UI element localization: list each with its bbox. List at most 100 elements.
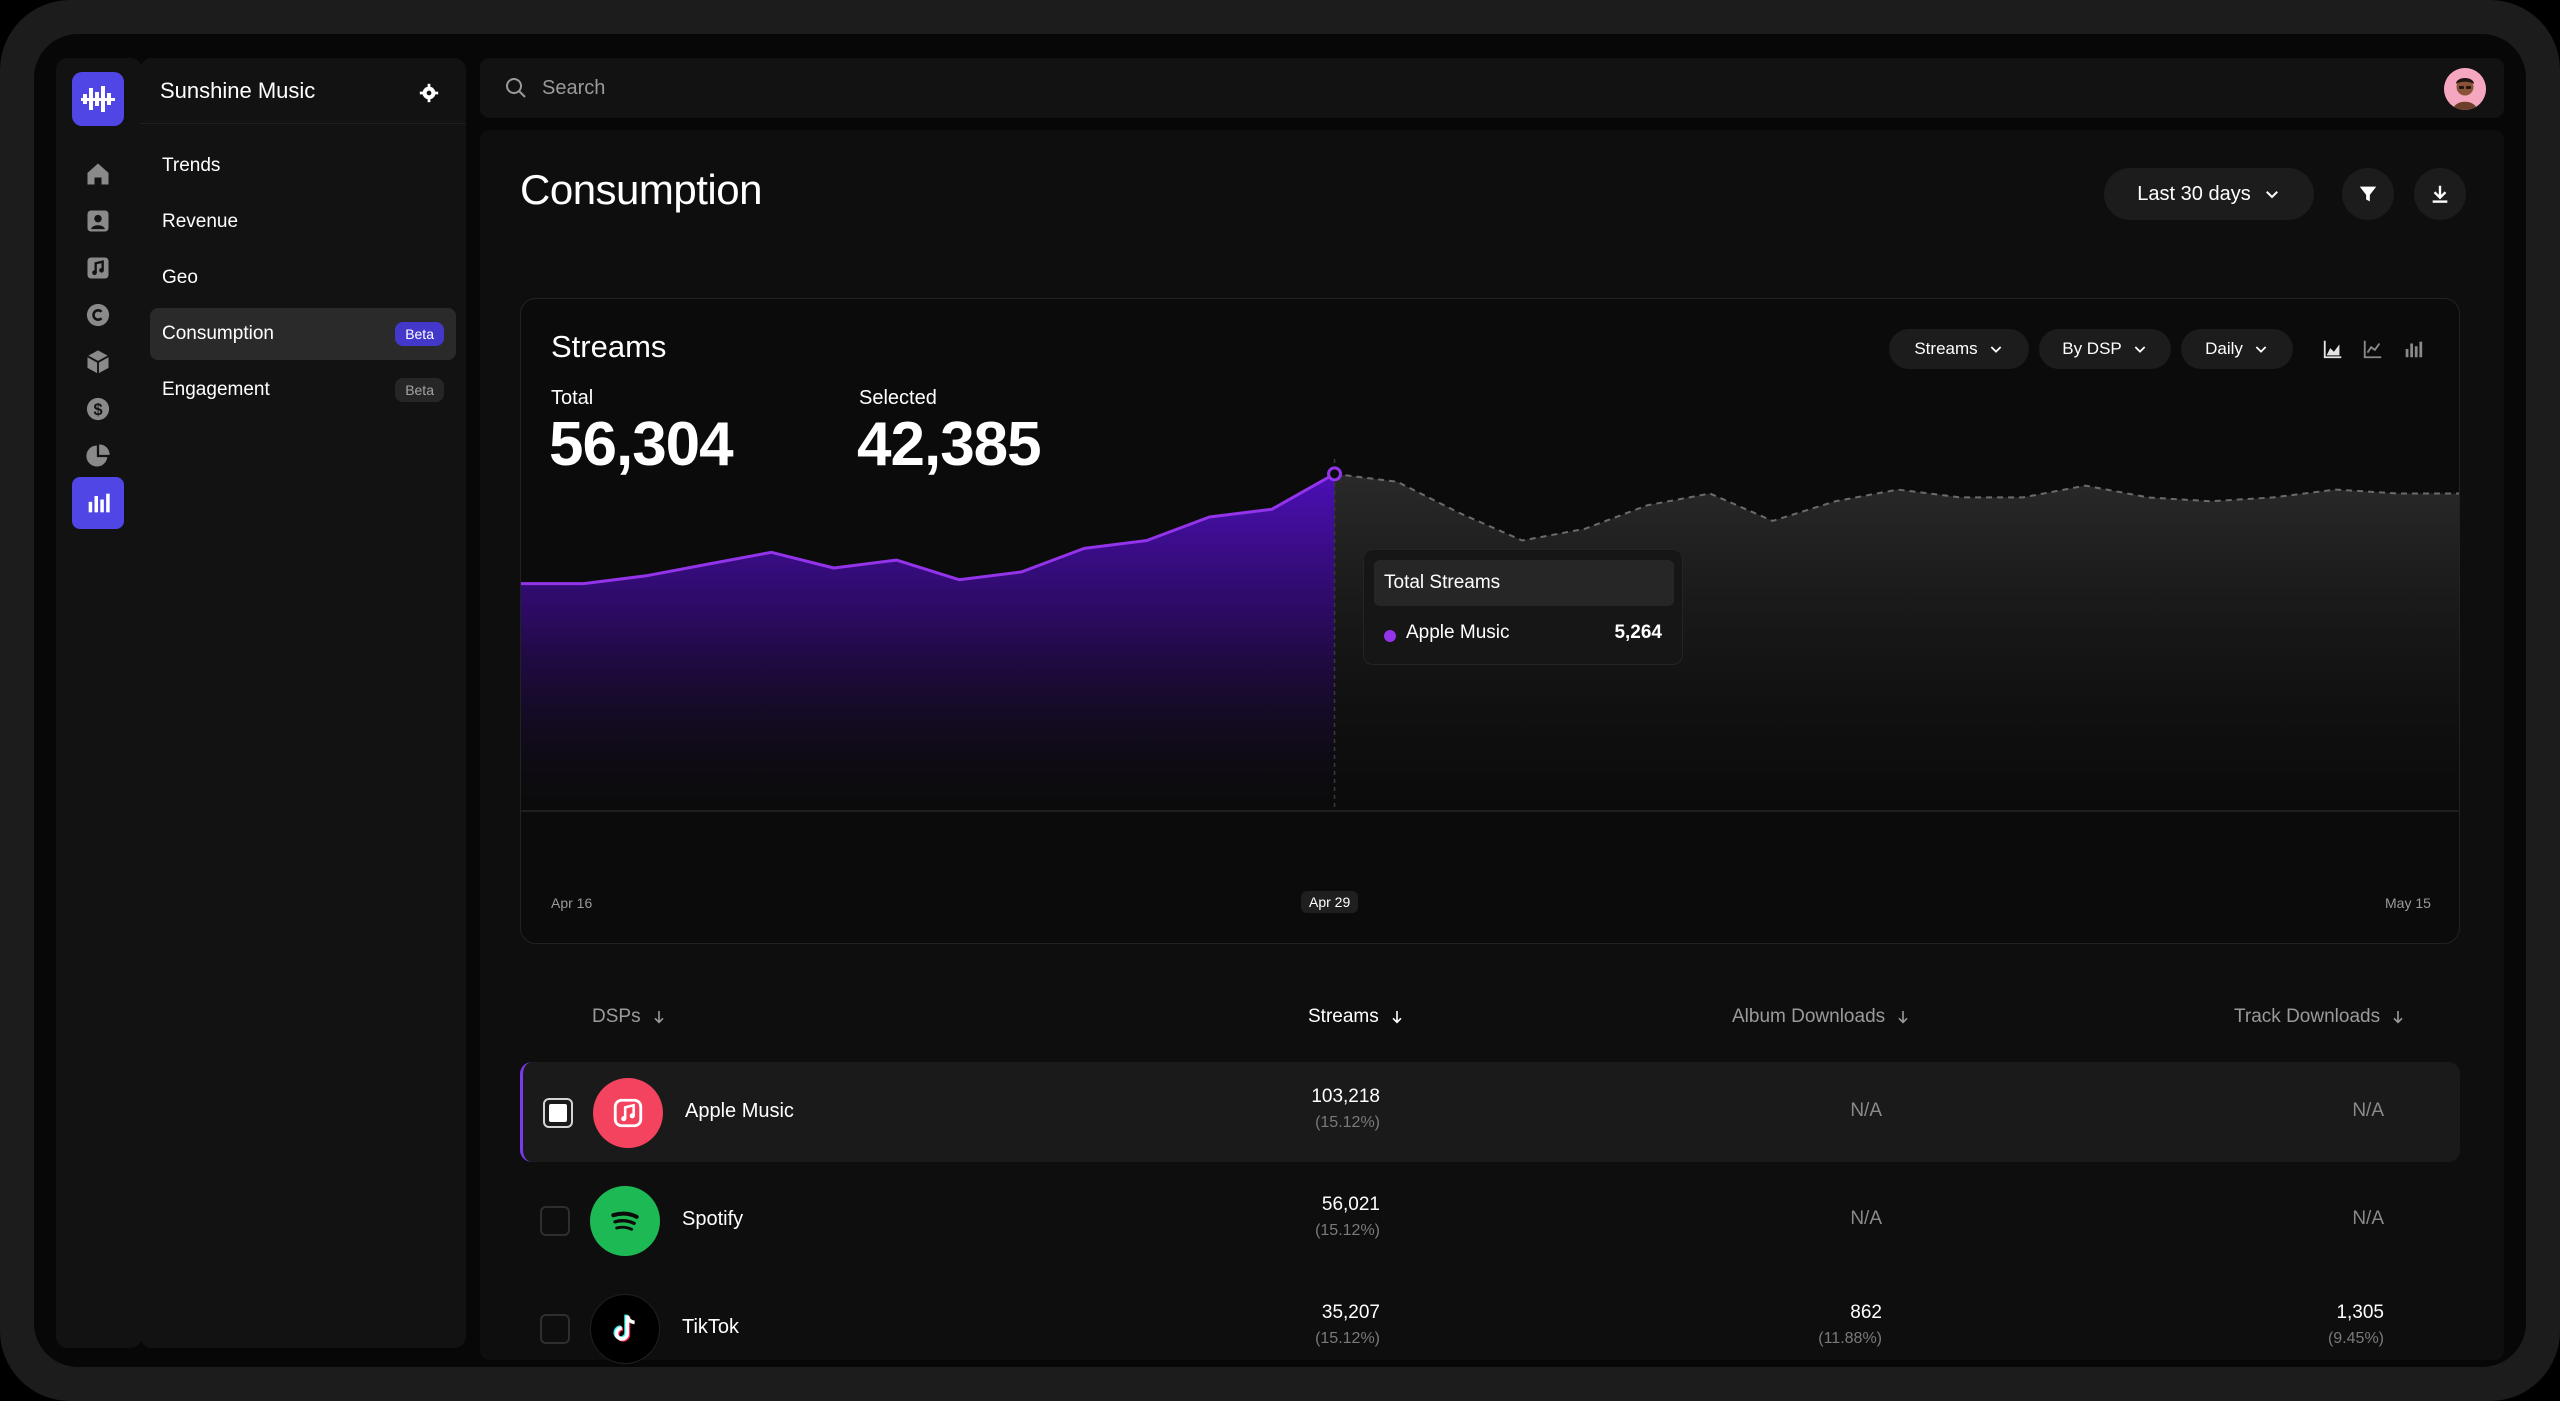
nav-item-trends[interactable]: Trends [150,140,456,192]
interval-select[interactable]: Daily [2181,329,2293,369]
x-tick-label-active: Apr 29 [1301,891,1359,913]
gear-icon[interactable] [418,82,440,104]
column-header-label: Streams [1308,1006,1379,1027]
selected-value: 42,385 [857,410,1042,479]
date-range-select[interactable]: Last 30 days [2104,168,2314,220]
table-row[interactable]: TikTok 35,207 (15.12%) 862 (11.88%) 1,30… [520,1278,2460,1367]
music-note-icon [87,257,109,279]
nav-item-label: Consumption [162,323,274,344]
dsp-name: Apple Music [685,1100,794,1122]
streams-percent: (15.12%) [1315,1330,1380,1347]
series-line-apple-music [521,472,1336,586]
apple-music-logo [593,1078,663,1148]
copyright-icon [86,303,110,327]
rail-reports[interactable] [72,430,124,482]
avatar[interactable] [2444,68,2486,110]
row-checkbox[interactable] [543,1098,573,1128]
nav-item-geo[interactable]: Geo [150,252,456,304]
area-chart-toggle[interactable] [2317,333,2349,365]
rail-copyright[interactable] [72,289,124,341]
metric-select[interactable]: Streams [1889,329,2029,369]
beta-badge: Beta [395,378,444,402]
home-icon [87,163,109,185]
table-row[interactable]: Spotify 56,021 (15.12%) N/A N/A [520,1170,2460,1270]
nav-item-label: Revenue [162,211,239,232]
group-select[interactable]: By DSP [2039,329,2171,369]
rail-royalties[interactable]: $ [72,383,124,435]
chevron-down-icon [2255,346,2267,353]
area-chart-icon [2323,340,2342,359]
arrow-down-icon [654,1011,664,1024]
table-row[interactable]: Apple Music 103,218 (15.12%) N/A N/A [520,1062,2460,1162]
line-chart-toggle[interactable] [2357,333,2389,365]
rail-artists[interactable] [72,195,124,247]
row-checkbox[interactable] [540,1314,570,1344]
nav-item-label: Engagement [162,379,270,400]
pie-chart-icon [86,444,110,467]
total-label: Total [551,387,594,409]
album-downloads-value: N/A [1850,1100,1882,1121]
waveform-logo-icon [81,86,115,112]
track-downloads-percent: (9.45%) [2327,1330,2384,1347]
rail-analytics[interactable] [72,477,124,529]
group-select-label: By DSP [2062,339,2122,358]
chart-title: Streams [551,329,667,364]
tooltip-series-label: Apple Music [1406,622,1510,643]
icon-rail: $ [56,58,142,1348]
column-header-track-downloads[interactable]: Track Downloads [2234,1006,2406,1028]
track-downloads-value: N/A [2352,1100,2384,1121]
nav-item-consumption[interactable]: Consumption Beta [150,308,456,360]
nav-item-revenue[interactable]: Revenue [150,196,456,248]
column-header-label: DSPs [592,1006,641,1027]
page-title: Consumption [520,166,762,213]
bar-chart-toggle[interactable] [2397,333,2429,365]
selected-label: Selected [859,387,937,409]
tooltip-title: Total Streams [1374,560,1674,606]
row-checkbox[interactable] [540,1206,570,1236]
search-input[interactable] [542,68,2042,108]
tooltip-series-dot [1384,630,1396,642]
column-header-album-downloads[interactable]: Album Downloads [1732,1006,1911,1028]
date-range-label: Last 30 days [2137,182,2251,205]
bar-chart-icon [2405,341,2423,358]
bar-chart-icon [88,493,110,513]
arrow-down-icon [1898,1011,1908,1024]
tiktok-icon [613,1314,635,1342]
user-avatar-icon [2444,68,2486,110]
streams-value: 35,207 [1321,1302,1380,1323]
x-tick-label: May 15 [2385,895,2431,911]
rail-products[interactable] [72,336,124,388]
nav-item-label: Geo [162,267,198,288]
streams-percent: (15.12%) [1315,1222,1380,1239]
rail-home[interactable] [72,148,124,200]
streams-chart-card: Streams Streams By DSP Daily [520,298,2460,944]
filter-button[interactable] [2342,168,2394,220]
line-chart-icon [2363,340,2382,359]
beta-badge: Beta [395,322,444,346]
column-header-dsps[interactable]: DSPs [592,1006,667,1028]
total-value: 56,304 [549,410,734,479]
track-downloads-value: 1,305 [2336,1302,2384,1323]
chevron-down-icon [2265,191,2278,199]
download-button[interactable] [2414,168,2466,220]
chevron-down-icon [2134,346,2146,353]
svg-text:$: $ [93,401,102,419]
streams-value: 103,218 [1311,1086,1380,1107]
streams-percent: (15.12%) [1315,1114,1380,1131]
workspace-name: Sunshine Music [160,78,316,103]
track-downloads-value: N/A [2352,1208,2384,1229]
artist-icon [87,210,109,232]
chevron-down-icon [1990,346,2001,353]
spotify-icon [611,1211,639,1231]
dsp-name: Spotify [682,1208,744,1230]
download-icon [2432,185,2448,203]
dsp-name: TikTok [682,1316,740,1338]
arrow-down-icon [2393,1011,2403,1024]
main-panel: Consumption Last 30 days [480,130,2504,1364]
rail-catalog[interactable] [72,242,124,294]
column-header-streams[interactable]: Streams [1308,1006,1405,1028]
nav-item-engagement[interactable]: Engagement Beta [150,364,456,416]
top-bar [480,58,2504,118]
app-logo[interactable] [72,72,124,126]
